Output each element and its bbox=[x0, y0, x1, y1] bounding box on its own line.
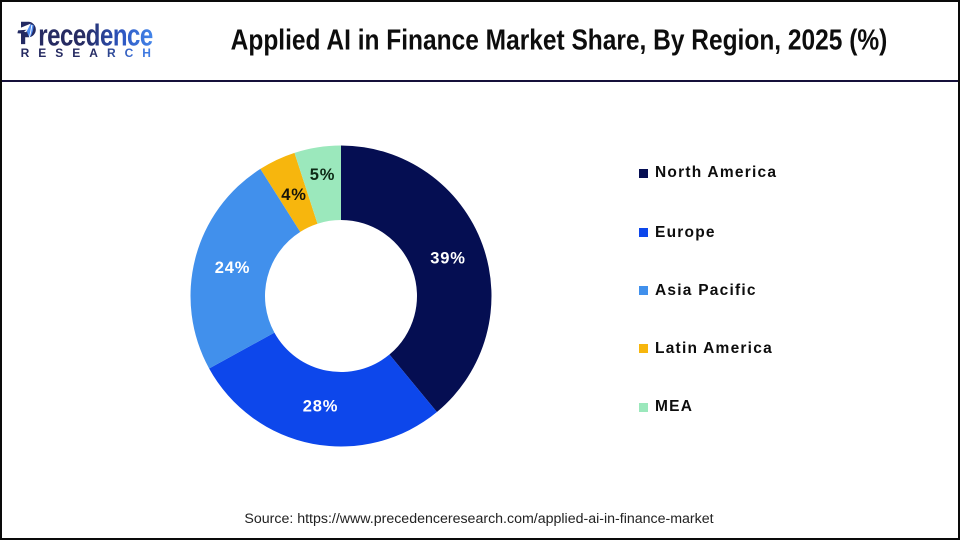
svg-text:5%: 5% bbox=[310, 166, 335, 184]
svg-text:24%: 24% bbox=[215, 259, 250, 277]
svg-text:28%: 28% bbox=[303, 398, 338, 416]
svg-text:4%: 4% bbox=[281, 186, 306, 204]
svg-text:RESEARCH: RESEARCH bbox=[21, 46, 160, 60]
svg-text:39%: 39% bbox=[430, 250, 465, 268]
svg-text:recedence: recedence bbox=[38, 18, 153, 53]
